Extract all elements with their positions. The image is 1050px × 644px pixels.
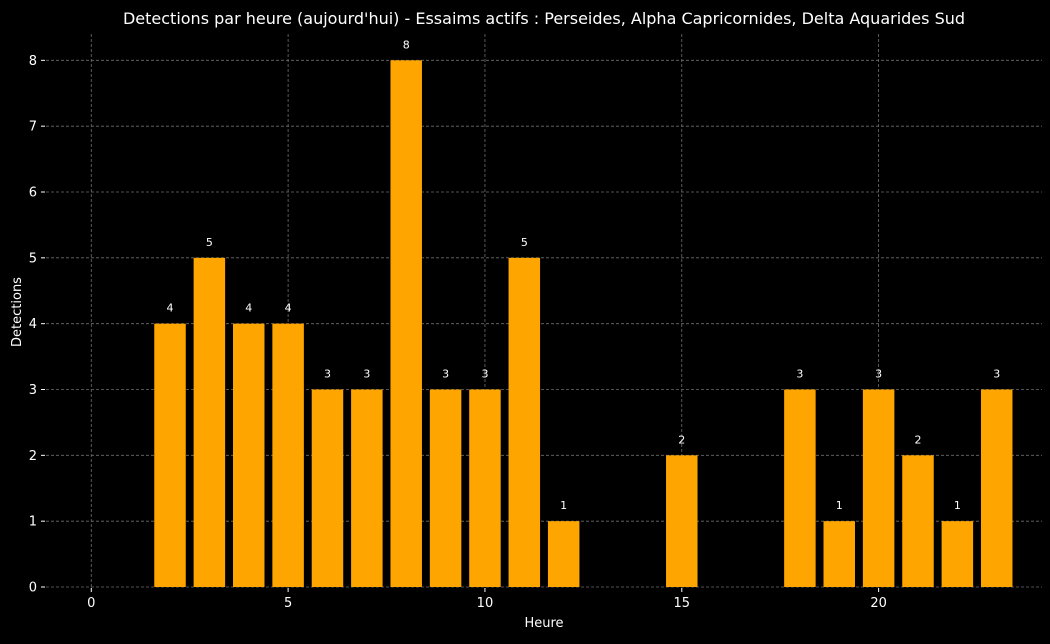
bar-hour-11 [508, 257, 541, 587]
bar-value-label: 4 [167, 302, 174, 315]
y-tick-label: 8 [29, 54, 37, 69]
y-tick-label: 7 [29, 120, 37, 135]
y-axis-label: Detections [10, 277, 25, 347]
bar-hour-3 [193, 257, 226, 587]
bar-hour-10 [469, 389, 501, 587]
y-tick-label: 0 [29, 581, 37, 596]
x-tick-label: 15 [674, 596, 691, 611]
bar-hour-20 [862, 389, 895, 587]
bar-value-label: 5 [206, 236, 213, 249]
bar-hour-23 [980, 389, 1013, 587]
bar-hour-5 [272, 323, 304, 587]
bar-hour-8 [390, 60, 422, 588]
y-tick-label: 1 [29, 515, 37, 530]
bar-hour-22 [941, 521, 974, 587]
bar-value-label: 2 [914, 433, 921, 446]
x-tick-label: 5 [284, 596, 292, 611]
bar-hour-2 [154, 323, 186, 587]
bar-value-label: 3 [796, 368, 803, 381]
bar-value-label: 3 [993, 368, 1000, 381]
y-tick-label: 5 [29, 251, 37, 266]
y-tick-label: 2 [29, 449, 37, 464]
bars [154, 60, 1013, 588]
bar-hour-15 [666, 455, 698, 587]
bar-value-label: 4 [285, 302, 292, 315]
chart-title: Detections par heure (aujourd'hui) - Ess… [123, 9, 965, 28]
bar-value-label: 3 [481, 368, 488, 381]
data-labels: 4 5 4 4 3 3 8 3 3 5 1 2 3 1 3 2 1 3 [167, 38, 1001, 512]
bar-value-label: 3 [442, 368, 449, 381]
x-tick-label: 0 [87, 596, 95, 611]
bar-value-label: 8 [403, 38, 410, 51]
bar-hour-18 [784, 389, 816, 587]
bar-hour-7 [351, 389, 383, 587]
bar-hour-4 [232, 323, 265, 587]
bar-hour-12 [547, 521, 580, 587]
y-tick-label: 3 [29, 383, 37, 398]
bar-value-label: 1 [560, 499, 567, 512]
bar-value-label: 3 [363, 368, 370, 381]
bar-value-label: 1 [836, 499, 843, 512]
x-axis-ticks: 0 5 10 15 20 [87, 588, 887, 611]
bar-hour-19 [823, 521, 856, 587]
y-tick-label: 6 [29, 186, 37, 201]
bar-value-label: 2 [678, 433, 685, 446]
y-tick-label: 4 [29, 317, 37, 332]
bar-value-label: 5 [521, 236, 528, 249]
bar-value-label: 4 [245, 302, 252, 315]
x-tick-label: 20 [870, 596, 887, 611]
bar-value-label: 1 [954, 499, 961, 512]
bar-hour-9 [429, 389, 462, 587]
y-axis-ticks: 0 1 2 3 4 5 6 7 8 [29, 54, 45, 596]
bar-hour-6 [311, 389, 344, 587]
bar-value-label: 3 [324, 368, 331, 381]
bar-hour-21 [902, 455, 934, 587]
x-axis-label: Heure [524, 616, 563, 631]
x-tick-label: 10 [477, 596, 494, 611]
bar-value-label: 3 [875, 368, 882, 381]
